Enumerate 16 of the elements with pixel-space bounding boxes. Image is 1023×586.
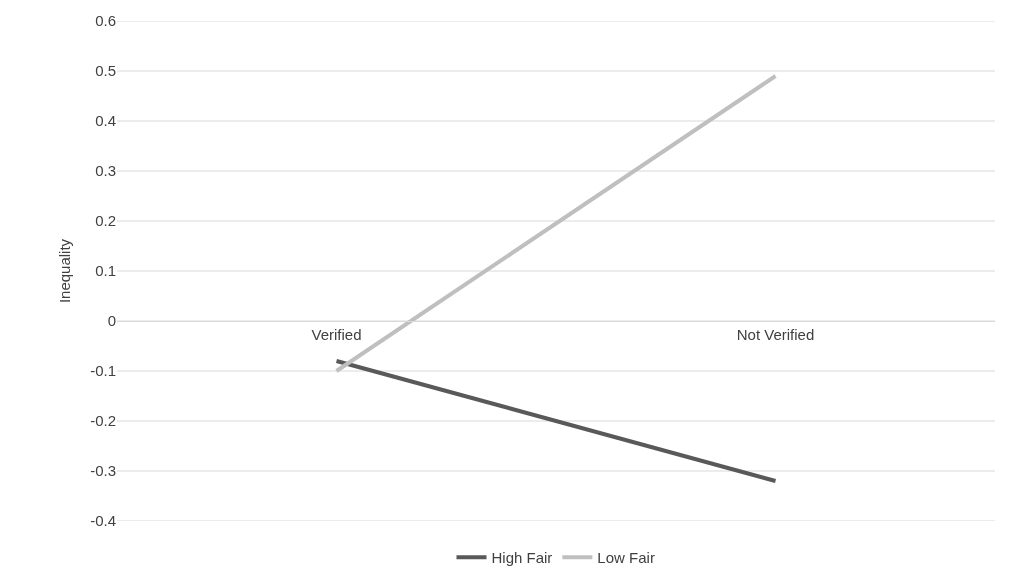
legend-label: High Fair [491, 549, 553, 567]
legend-label: Low Fair [597, 549, 655, 567]
y-tick-label: 0.3 [95, 162, 116, 180]
y-tick-label: 0 [107, 312, 116, 330]
y-tick-label: -0.4 [90, 512, 116, 530]
y-tick-label: -0.1 [90, 362, 116, 380]
y-tick-label: -0.3 [90, 462, 116, 480]
y-tick-label: 0.6 [95, 12, 116, 30]
y-tick-label: 0.5 [95, 62, 116, 80]
y-tick-label: 0.2 [95, 212, 116, 230]
y-tick-label: 0.1 [95, 262, 116, 280]
x-tick-label: Not Verified [736, 326, 815, 343]
y-axis-title: Inequality [56, 238, 74, 304]
y-tick-label: -0.2 [90, 412, 116, 430]
x-tick-label: Verified [311, 326, 362, 343]
y-tick-label: 0.4 [95, 112, 116, 130]
